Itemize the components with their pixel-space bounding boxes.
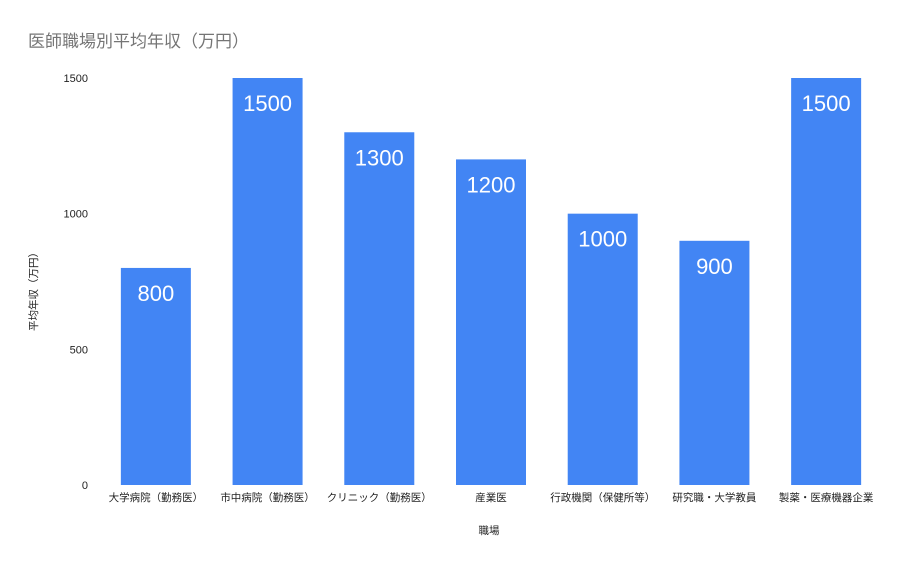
bar <box>344 132 415 485</box>
x-category-label: 大学病院（勤務医） <box>109 491 204 504</box>
bar-value-label: 1000 <box>578 227 627 252</box>
y-tick-label: 0 <box>82 480 88 492</box>
bar-value-label: 800 <box>137 281 174 306</box>
bar-value-label: 1300 <box>355 145 404 170</box>
y-axis-title: 平均年収（万円） <box>27 247 40 331</box>
bar <box>120 267 191 485</box>
bar <box>456 159 526 485</box>
y-tick-label: 500 <box>70 344 88 356</box>
y-tick-label: 1500 <box>64 73 88 85</box>
x-axis-category-labels: 大学病院（勤務医） 市中病院（勤務医） クリニック（勤務医） 産業医 行政機関（保健所等… <box>109 491 874 504</box>
x-category-label: 行政機関（保健所等） <box>550 491 655 504</box>
chart-title: 医師職場別平均年収（万円） <box>28 32 249 52</box>
bar-value-label: 1500 <box>802 91 851 116</box>
bar <box>567 213 638 485</box>
bar <box>679 240 750 485</box>
bar-value-label: 900 <box>696 254 733 279</box>
x-category-label: クリニック（勤務医） <box>327 491 432 504</box>
x-category-label: 市中病院（勤務医） <box>220 491 315 504</box>
x-category-label: 製薬・医療機器企業 <box>779 491 874 504</box>
x-category-label: 産業医 <box>475 491 507 504</box>
x-axis-title: 職場 <box>479 524 500 537</box>
y-tick-label: 1000 <box>64 209 88 221</box>
bar-value-label: 1500 <box>243 91 292 116</box>
data-labels: 800 1500 1300 1200 1000 900 1500 <box>137 91 850 306</box>
bar <box>791 78 862 485</box>
x-category-label: 研究職・大学教員 <box>672 491 756 504</box>
bar <box>232 78 303 485</box>
bar-value-label: 1200 <box>467 172 516 197</box>
y-axis-ticks: 0 500 1000 1500 <box>64 73 88 492</box>
bar-series <box>120 78 862 485</box>
